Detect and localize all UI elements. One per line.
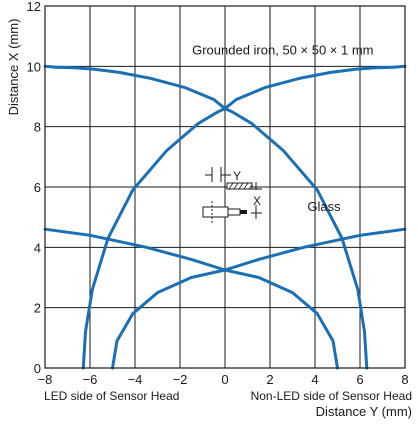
non-led-side-label: Non-LED side of Sensor Head xyxy=(251,389,412,403)
series-label: Grounded iron, 50 × 50 × 1 mm xyxy=(192,42,373,57)
series-line xyxy=(111,227,407,370)
series-layer xyxy=(43,64,407,370)
series-label: Glass xyxy=(307,199,341,214)
inset-x-label: X xyxy=(253,194,261,208)
x-tick-label: 4 xyxy=(311,372,318,387)
x-tick-label: 8 xyxy=(401,372,408,387)
x-tick-label: −2 xyxy=(173,372,188,387)
plot-frame xyxy=(44,5,406,369)
sensor-diagram-inset: Y X xyxy=(202,167,262,223)
y-tick-label: 6 xyxy=(34,180,41,195)
frame-layer xyxy=(44,5,406,369)
grid-layer xyxy=(44,5,406,369)
x-tick-label: 2 xyxy=(266,372,273,387)
series-line xyxy=(43,227,339,370)
label-layer: Grounded iron, 50 × 50 × 1 mm Glass −8 −6 −4… xyxy=(6,0,412,419)
x-tick-label: −8 xyxy=(38,372,53,387)
x-axis-label: Distance Y (mm) xyxy=(316,404,412,419)
x-tick-label: 6 xyxy=(356,372,363,387)
y-tick-label: 2 xyxy=(34,301,41,316)
x-tick-label: −4 xyxy=(128,372,143,387)
y-tick-label: 12 xyxy=(27,0,41,14)
y-tick-label: 0 xyxy=(34,361,41,376)
x-tick-label: −6 xyxy=(83,372,98,387)
inset-y-label: Y xyxy=(233,169,241,183)
series-line xyxy=(81,64,407,370)
y-tick-label: 10 xyxy=(27,59,41,74)
y-tick-label: 4 xyxy=(34,240,41,255)
y-tick-label: 8 xyxy=(34,120,41,135)
y-axis-label: Distance X (mm) xyxy=(6,19,21,116)
x-tick-label: 0 xyxy=(221,372,228,387)
led-side-label: LED side of Sensor Head xyxy=(44,389,179,403)
